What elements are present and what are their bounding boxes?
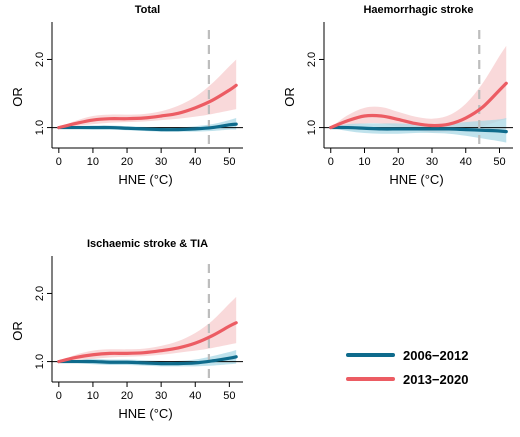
series-line-2013 bbox=[329, 81, 508, 130]
y-axis-label: OR bbox=[10, 321, 25, 341]
x-tick-label: 10 bbox=[358, 156, 370, 168]
x-axis-label: HNE (°C) bbox=[389, 172, 443, 187]
x-tick-label: 30 bbox=[155, 390, 167, 402]
x-tick-label: 10 bbox=[87, 156, 99, 168]
legend: 2006−2012 2013−2020 bbox=[346, 348, 468, 387]
x-tick-label: 40 bbox=[189, 156, 201, 168]
x-tick-label: 50 bbox=[223, 390, 235, 402]
x-tick-label: 10 bbox=[87, 390, 99, 402]
series-line-2013 bbox=[57, 321, 238, 364]
ci-band-2013 bbox=[330, 45, 507, 133]
panel-total: Total 0 10 20 30 40 50 1.0 2.0 HNE (°C) OR bbox=[10, 4, 243, 187]
x-tick-label: 0 bbox=[328, 156, 334, 168]
x-tick-label: 0 bbox=[56, 156, 62, 168]
panel-ischaemic: Ischaemic stroke & TIA 0 10 20 30 40 50 1.0 2.0 H… bbox=[10, 238, 243, 421]
y-tick-label: 2.0 bbox=[306, 52, 318, 67]
x-tick-label: 50 bbox=[493, 156, 505, 168]
x-tick-label: 20 bbox=[121, 390, 133, 402]
x-tick-label: 40 bbox=[460, 156, 472, 168]
y-axis-label: OR bbox=[10, 87, 25, 107]
series-line-2006 bbox=[57, 355, 238, 366]
y-tick-label: 2.0 bbox=[34, 52, 46, 67]
x-tick-label: 0 bbox=[56, 390, 62, 402]
x-tick-label: 20 bbox=[121, 156, 133, 168]
y-tick-label: 2.0 bbox=[34, 286, 46, 301]
x-axis-label: HNE (°C) bbox=[118, 172, 172, 187]
legend-label-2006: 2006−2012 bbox=[403, 348, 468, 363]
x-tick-label: 20 bbox=[392, 156, 404, 168]
y-tick-label: 1.0 bbox=[34, 120, 46, 135]
x-tick-label: 30 bbox=[155, 156, 167, 168]
series-line-2013 bbox=[57, 83, 238, 130]
x-axis-label: HNE (°C) bbox=[118, 406, 172, 421]
series-line-2006 bbox=[57, 122, 238, 132]
y-axis-label: OR bbox=[282, 87, 297, 107]
panel-title: Haemorrhagic stroke bbox=[363, 4, 473, 16]
panel-title: Total bbox=[135, 4, 160, 16]
legend-label-2013: 2013−2020 bbox=[403, 372, 468, 387]
x-tick-label: 50 bbox=[223, 156, 235, 168]
series-line-2006 bbox=[329, 125, 508, 134]
y-tick-label: 1.0 bbox=[34, 354, 46, 369]
x-tick-label: 30 bbox=[426, 156, 438, 168]
panel-title: Ischaemic stroke & TIA bbox=[87, 238, 208, 250]
y-tick-label: 1.0 bbox=[306, 120, 318, 135]
panel-haemorrhagic: Haemorrhagic stroke 0 10 20 30 40 50 1.0 2.0 HNE … bbox=[282, 4, 513, 187]
x-tick-label: 40 bbox=[189, 390, 201, 402]
